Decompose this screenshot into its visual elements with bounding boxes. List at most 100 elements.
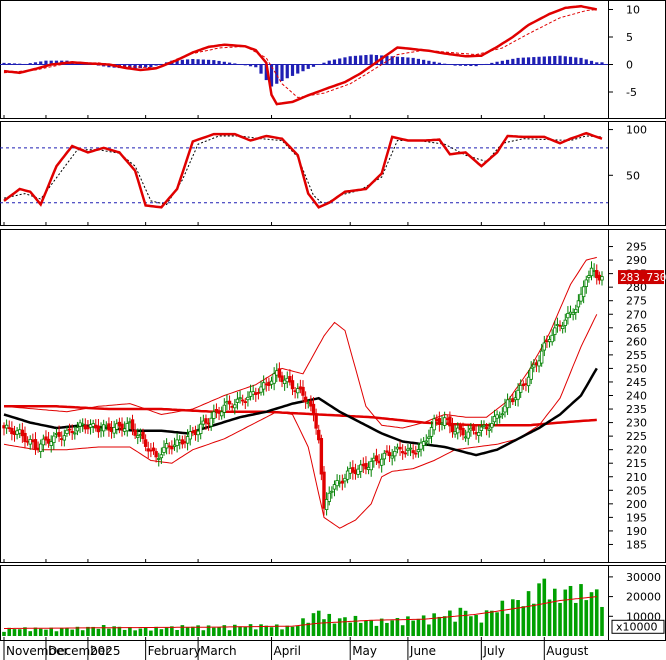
- macd-histogram-bar: [264, 64, 268, 81]
- price-axis-tick-label: 205: [626, 484, 647, 497]
- candle-body: [566, 312, 570, 319]
- candle-body: [330, 490, 334, 493]
- volume-bar: [44, 629, 48, 636]
- candle-body: [219, 411, 224, 417]
- candle-body: [120, 423, 124, 431]
- price-axis-tick-label: 290: [626, 254, 647, 267]
- candle-body: [474, 432, 478, 435]
- macd-histogram-bar: [138, 64, 142, 69]
- candle-body: [461, 428, 465, 436]
- candle-body: [70, 431, 74, 434]
- volume-bar: [80, 630, 85, 636]
- price-axis-tick-label: 265: [626, 322, 647, 335]
- candle-body: [427, 436, 431, 439]
- candle-body: [214, 409, 219, 412]
- candle-body: [595, 270, 599, 279]
- candle-body: [303, 396, 308, 403]
- volume-bar: [511, 599, 515, 636]
- macd-histogram-bar: [49, 60, 53, 65]
- candle-body: [408, 447, 413, 450]
- macd-histogram-bar: [579, 57, 583, 65]
- macd-histogram-bar: [196, 59, 200, 65]
- macd-histogram-bar: [311, 64, 316, 67]
- volume-bar: [7, 627, 12, 636]
- volume-bar: [427, 624, 431, 636]
- volume-bar: [379, 618, 384, 636]
- macd-histogram-bar: [254, 64, 258, 68]
- candle-body: [246, 396, 250, 401]
- macd-histogram-bar: [327, 60, 331, 65]
- candle-body: [324, 499, 329, 511]
- volume-bar: [233, 624, 237, 636]
- candle-body: [432, 418, 436, 431]
- candle-body: [403, 452, 407, 455]
- volume-bar: [191, 626, 195, 636]
- volume-bar: [364, 620, 368, 636]
- macd-histogram-bar: [464, 64, 468, 66]
- candle-body: [442, 417, 447, 426]
- candle-body: [495, 414, 499, 419]
- candle-body: [356, 468, 360, 475]
- volume-bar: [442, 616, 447, 636]
- candle-body: [477, 432, 481, 436]
- candle-body: [65, 429, 69, 434]
- candle-body: [259, 386, 263, 393]
- candle-body: [12, 430, 17, 435]
- candle-body: [125, 423, 129, 432]
- stoch-panel-frame: [0, 121, 666, 226]
- macd-histogram-bar: [484, 63, 489, 65]
- candle-body: [539, 350, 544, 364]
- volume-bar: [65, 628, 69, 636]
- macd-histogram-bar: [547, 56, 552, 65]
- candle-body: [359, 464, 363, 472]
- macd-histogram-bar: [411, 57, 415, 65]
- volume-bar: [521, 606, 526, 636]
- macd-histogram-bar: [526, 57, 531, 65]
- price-axis-tick-label: 250: [626, 362, 647, 375]
- macd-histogram-bar: [505, 59, 510, 65]
- macd-histogram-bar: [269, 64, 274, 87]
- macd-histogram-bar: [175, 60, 179, 65]
- candle-body: [343, 477, 347, 482]
- volume-moving-average: [4, 596, 597, 629]
- volume-bar: [532, 603, 536, 636]
- price-axis-tick-label: 270: [626, 308, 647, 321]
- candle-body: [267, 381, 271, 386]
- stoch-k-line: [3, 131, 603, 209]
- volume-bar: [479, 622, 484, 636]
- candle-body: [57, 431, 61, 437]
- macd-histogram-bar: [532, 57, 536, 65]
- candle-body: [364, 463, 368, 470]
- candle-body: [584, 279, 588, 287]
- price-axis-tick-label: 220: [626, 444, 647, 457]
- macd-histogram-bar: [332, 59, 337, 65]
- macd-histogram-bar: [553, 55, 557, 65]
- volume-bar: [33, 627, 38, 636]
- candle-body: [361, 463, 366, 467]
- candle-body: [238, 397, 242, 400]
- candle-body: [175, 439, 179, 446]
- volume-bar: [23, 627, 27, 636]
- macd-histogram-bar: [537, 56, 541, 65]
- volume-bar: [343, 617, 347, 636]
- volume-bar: [149, 630, 153, 636]
- candle-body: [429, 427, 434, 437]
- candle-body: [518, 384, 523, 393]
- macd-histogram-bar: [28, 63, 32, 65]
- macd-histogram-bar: [374, 55, 379, 65]
- volume-bar: [206, 625, 211, 636]
- volume-bar: [269, 627, 274, 636]
- candle-body: [188, 431, 192, 440]
- macd-histogram-bar: [33, 62, 38, 65]
- volume-bar: [573, 602, 578, 636]
- price-axis-tick-label: 185: [626, 538, 647, 551]
- volume-bar: [453, 621, 457, 636]
- candle-body: [2, 425, 6, 429]
- month-label: May: [352, 644, 377, 658]
- volume-bar: [437, 616, 442, 636]
- macd-histogram-bar: [18, 63, 22, 65]
- candle-body: [172, 444, 177, 447]
- macd-histogram-bar: [54, 60, 59, 65]
- macd-histogram-bar: [359, 55, 363, 65]
- volume-bar: [12, 629, 17, 636]
